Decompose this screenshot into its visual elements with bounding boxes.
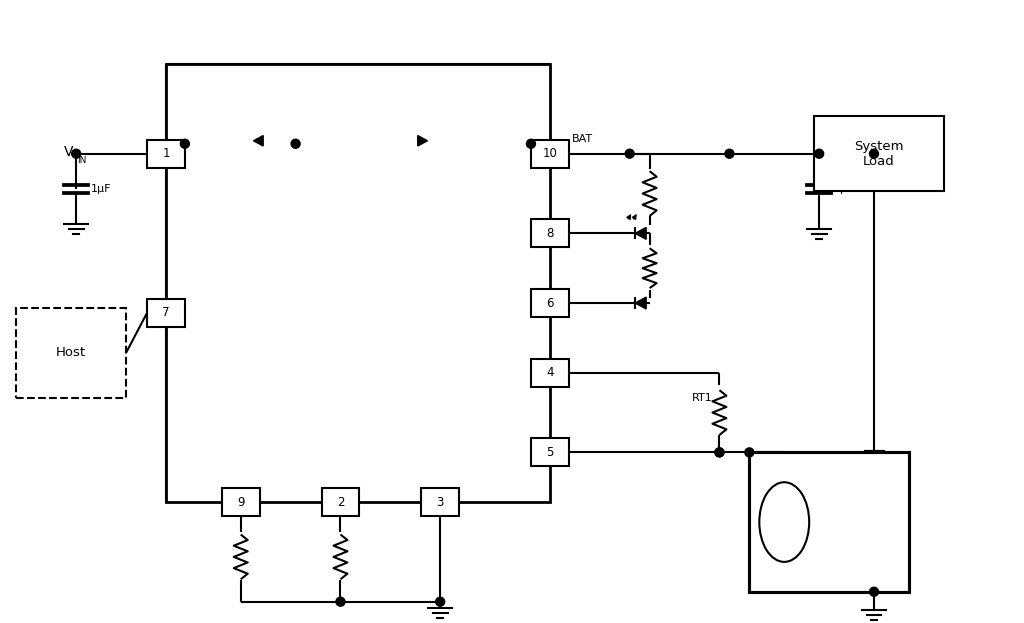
Text: 10: 10 — [543, 147, 557, 160]
Circle shape — [869, 587, 879, 596]
Text: IN: IN — [77, 156, 87, 165]
FancyBboxPatch shape — [531, 140, 569, 168]
FancyBboxPatch shape — [531, 219, 569, 247]
Text: Q1: Q1 — [267, 110, 284, 122]
Text: 8: 8 — [546, 227, 554, 240]
Text: VDPM: VDPM — [224, 474, 257, 484]
FancyBboxPatch shape — [531, 359, 569, 387]
FancyBboxPatch shape — [222, 488, 260, 516]
Text: 2: 2 — [337, 496, 344, 508]
Circle shape — [336, 597, 345, 606]
Polygon shape — [635, 297, 646, 309]
Circle shape — [815, 150, 823, 158]
Text: RT1: RT1 — [691, 392, 713, 402]
Text: TS: TS — [512, 447, 526, 457]
Text: Q2: Q2 — [414, 110, 431, 122]
Text: CHG: CHG — [501, 229, 526, 239]
FancyBboxPatch shape — [531, 289, 569, 317]
Text: TEMP: TEMP — [772, 462, 797, 472]
Circle shape — [526, 140, 536, 148]
Circle shape — [72, 150, 81, 158]
FancyBboxPatch shape — [814, 117, 944, 191]
Polygon shape — [254, 136, 263, 146]
Text: VBUS: VBUS — [189, 164, 220, 174]
Text: bq24210: bq24210 — [325, 82, 392, 97]
Circle shape — [715, 448, 724, 457]
Text: VSS: VSS — [429, 474, 452, 484]
FancyBboxPatch shape — [421, 488, 459, 516]
Text: System
Load: System Load — [854, 140, 904, 168]
Circle shape — [291, 140, 300, 148]
Text: ISET: ISET — [329, 474, 352, 484]
Text: 5: 5 — [546, 446, 554, 459]
Text: Host: Host — [56, 346, 86, 359]
FancyBboxPatch shape — [322, 488, 359, 516]
Polygon shape — [635, 227, 646, 239]
Polygon shape — [418, 136, 427, 146]
Text: PG: PG — [511, 298, 526, 308]
Circle shape — [180, 140, 189, 148]
FancyBboxPatch shape — [531, 439, 569, 466]
Text: 1μF: 1μF — [91, 184, 112, 194]
Circle shape — [744, 448, 754, 457]
FancyBboxPatch shape — [166, 64, 550, 502]
Text: 7: 7 — [162, 307, 170, 320]
Text: 1: 1 — [162, 147, 170, 160]
Text: 9: 9 — [237, 496, 245, 508]
Text: 1μF: 1μF — [835, 184, 855, 194]
Text: VTSB: VTSB — [497, 368, 526, 378]
FancyBboxPatch shape — [16, 308, 126, 397]
Text: +: + — [889, 501, 900, 513]
Circle shape — [869, 150, 879, 158]
FancyBboxPatch shape — [147, 140, 185, 168]
FancyBboxPatch shape — [750, 452, 909, 592]
Circle shape — [626, 150, 634, 158]
Circle shape — [715, 448, 724, 457]
Text: EN: EN — [189, 308, 205, 318]
Text: 3: 3 — [436, 496, 443, 508]
FancyBboxPatch shape — [147, 299, 185, 327]
Text: V: V — [63, 145, 73, 159]
Text: PACK +: PACK + — [857, 462, 891, 472]
Circle shape — [725, 150, 734, 158]
Text: 6: 6 — [546, 297, 554, 310]
Text: BAT: BAT — [571, 134, 593, 144]
Text: 4: 4 — [546, 366, 554, 379]
Circle shape — [435, 597, 444, 606]
Text: PACK -: PACK - — [859, 575, 889, 584]
